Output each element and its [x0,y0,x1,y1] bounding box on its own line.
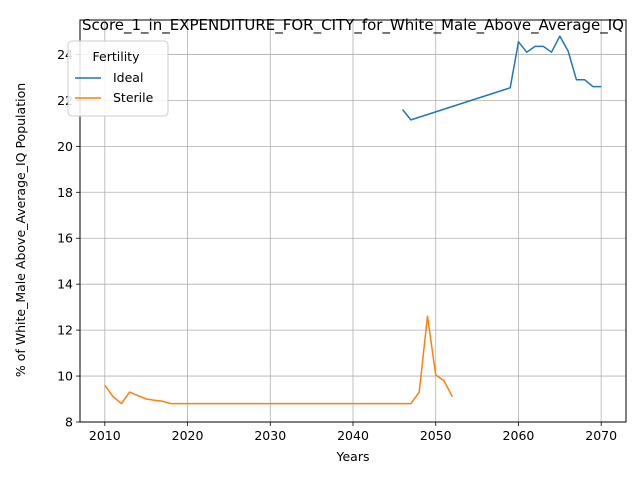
legend-label-ideal: Ideal [113,70,143,85]
legend: Fertility Ideal Sterile [67,40,169,117]
y-tick-label: 8 [65,415,73,430]
x-axis-label: Years [336,449,370,464]
x-tick-label: 2070 [585,428,617,443]
x-tick-label: 2020 [172,428,204,443]
series-layer [104,35,602,405]
chart-title: Score_1_in_EXPENDITURE_FOR_CITY_for_Whit… [82,16,624,35]
y-tick-label: 12 [57,323,73,338]
series-line-ideal [402,35,602,121]
x-tick-label: 2050 [420,428,452,443]
y-tick-label: 14 [57,277,73,292]
x-axis: 2010 2020 2030 2040 2050 2060 2070 [89,422,617,443]
legend-label-sterile: Sterile [113,90,154,105]
y-axis-label: % of White_Male Above_Average_IQ Populat… [13,83,28,377]
y-tick-label: 20 [57,139,73,154]
y-tick-label: 18 [57,185,73,200]
x-tick-label: 2040 [337,428,369,443]
series-line-sterile [104,315,453,405]
legend-title: Fertility [93,49,141,64]
x-tick-label: 2060 [503,428,535,443]
y-tick-label: 10 [57,369,73,384]
x-tick-label: 2030 [254,428,286,443]
y-tick-label: 16 [57,231,73,246]
x-tick-label: 2010 [89,428,121,443]
